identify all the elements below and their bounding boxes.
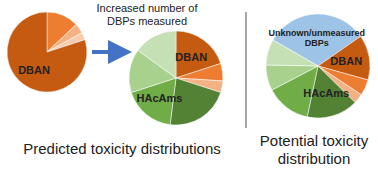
svg-text:DBAN: DBAN: [175, 51, 207, 63]
svg-text:HAcAms: HAcAms: [303, 87, 349, 99]
html-text:Predicted toxicity distributio: Predicted toxicity distributions: [23, 140, 221, 157]
svg-text:DBAN: DBAN: [330, 55, 362, 67]
html-text:Increased number of DBPs measu: Increased number of DBPs measured: [96, 2, 198, 27]
svg-text:HAcAms: HAcAms: [137, 92, 183, 104]
html-text:Potential toxicity distributio: Potential toxicity distribution: [259, 132, 369, 167]
svg-text:DBAN: DBAN: [18, 64, 50, 76]
svg-text:Unknown/unmeasuredDBPs: Unknown/unmeasuredDBPs: [269, 28, 366, 48]
